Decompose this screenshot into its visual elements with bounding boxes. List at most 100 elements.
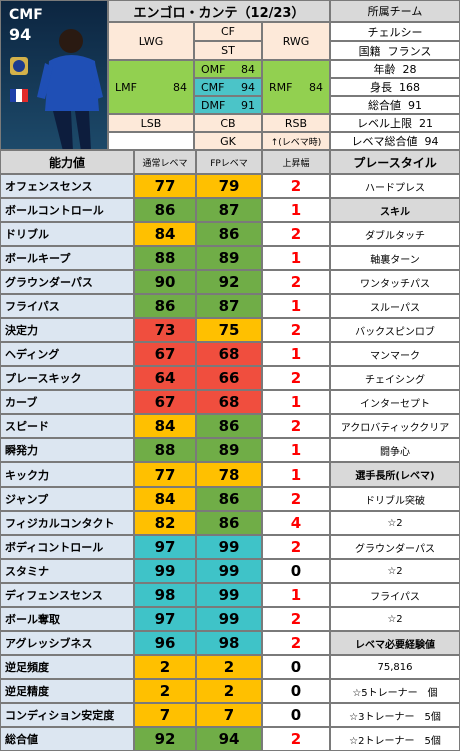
header-playstyle: プレースタイル <box>330 150 460 174</box>
playstyle-cell: ☆2トレーナー 5個 <box>330 727 460 751</box>
playstyle-cell: ドリブル突破 <box>330 487 460 511</box>
stat-fp-max: 75 <box>196 318 262 342</box>
stat-fp-max: 99 <box>196 535 262 559</box>
playstyle-cell: チェイシング <box>330 366 460 390</box>
level-cap: レベル上限 21 <box>330 114 460 132</box>
stat-fp-max: 99 <box>196 583 262 607</box>
header-fp-max: FPレベマ <box>196 150 262 174</box>
level-cap-label: レベル上限 <box>357 117 412 130</box>
max-overall-label: レベマ総合値 <box>351 135 418 148</box>
playstyle-cell: 軸裏ターン <box>330 246 460 270</box>
stat-fp-max: 92 <box>196 270 262 294</box>
stat-fp-max: 86 <box>196 222 262 246</box>
stat-fp-max: 86 <box>196 414 262 438</box>
player-card: CMF 94 <box>0 0 108 150</box>
stat-name: ボール奪取 <box>0 607 134 631</box>
height: 身長 168 <box>330 78 460 96</box>
nationality-label: 国籍 <box>358 44 381 58</box>
stat-name: ボディコントロール <box>0 535 134 559</box>
stat-normal-max: 64 <box>134 366 196 390</box>
playstyle-cell: マンマーク <box>330 342 460 366</box>
header-ability: 能力値 <box>0 150 134 174</box>
pos-omf: OMF 84 <box>194 60 262 78</box>
playstyle-cell: スキル <box>330 198 460 222</box>
overall-value: 91 <box>408 98 422 112</box>
stat-rise: 1 <box>262 198 330 222</box>
team-value: チェルシー <box>330 22 460 41</box>
stat-normal-max: 82 <box>134 511 196 535</box>
stat-name: キック力 <box>0 462 134 487</box>
pos-lwg: LWG <box>108 22 194 60</box>
stat-name: 瞬発力 <box>0 438 134 462</box>
playstyle-cell: ☆5トレーナー 個 <box>330 679 460 703</box>
stat-normal-max: 84 <box>134 222 196 246</box>
playstyle-cell: フライパス <box>330 583 460 607</box>
playstyle-cell: スルーパス <box>330 294 460 318</box>
stat-name: ボールコントロール <box>0 198 134 222</box>
playstyle-cell: 75,816 <box>330 655 460 679</box>
stat-fp-max: 94 <box>196 727 262 751</box>
pos-rmf-label: RMF <box>269 80 293 94</box>
pos-dmf-label: DMF <box>201 98 226 112</box>
stat-name: ボールキープ <box>0 246 134 270</box>
playstyle-cell: ワンタッチパス <box>330 270 460 294</box>
pos-st: ST <box>194 41 262 60</box>
playstyle-cell: 闘争心 <box>330 438 460 462</box>
max-overall-value: 94 <box>424 134 439 148</box>
pos-lsb: LSB <box>108 114 194 132</box>
team-label: 所属チーム <box>330 0 460 22</box>
stat-normal-max: 7 <box>134 703 196 727</box>
stat-name: カーブ <box>0 390 134 414</box>
playstyle-cell: ☆2 <box>330 511 460 535</box>
stat-name: ヘディング <box>0 342 134 366</box>
card-rating: 94 <box>9 25 32 44</box>
pos-omf-label: OMF <box>201 62 226 76</box>
stat-rise: 0 <box>262 679 330 703</box>
stat-fp-max: 68 <box>196 390 262 414</box>
stat-rise: 0 <box>262 559 330 583</box>
pos-rmf-value: 84 <box>309 80 323 94</box>
height-value: 168 <box>399 80 420 94</box>
at-max-note: ↑(レベマ時) <box>262 132 330 150</box>
stat-rise: 1 <box>262 462 330 487</box>
stat-rise: 1 <box>262 294 330 318</box>
stat-name: プレースキック <box>0 366 134 390</box>
pos-lmf: LMF 84 <box>108 60 194 114</box>
playstyle-cell: グラウンダーパス <box>330 535 460 559</box>
stat-rise: 0 <box>262 703 330 727</box>
pos-cmf-label: CMF <box>201 80 225 94</box>
stat-normal-max: 92 <box>134 727 196 751</box>
pos-cb: CB <box>194 114 262 132</box>
stat-fp-max: 99 <box>196 607 262 631</box>
stat-normal-max: 88 <box>134 438 196 462</box>
stat-name: 決定力 <box>0 318 134 342</box>
overall-label: 総合値 <box>368 99 401 112</box>
stat-rise: 2 <box>262 366 330 390</box>
stat-rise: 2 <box>262 270 330 294</box>
stat-rise: 2 <box>262 174 330 198</box>
pos-cmf: CMF 94 <box>194 78 262 96</box>
stat-name: 逆足頻度 <box>0 655 134 679</box>
stat-fp-max: 2 <box>196 679 262 703</box>
age: 年齢 28 <box>330 60 460 78</box>
stat-fp-max: 66 <box>196 366 262 390</box>
playstyle-cell: 選手長所(レベマ) <box>330 462 460 487</box>
stat-rise: 1 <box>262 342 330 366</box>
nationality: 国籍 フランス <box>330 41 460 60</box>
stat-rise: 1 <box>262 246 330 270</box>
stat-name: フィジカルコンタクト <box>0 511 134 535</box>
pos-gk: GK <box>194 132 262 150</box>
stat-name: 逆足精度 <box>0 679 134 703</box>
stat-name: フライパス <box>0 294 134 318</box>
stat-fp-max: 98 <box>196 631 262 655</box>
pos-dmf: DMF 91 <box>194 96 262 114</box>
stat-normal-max: 73 <box>134 318 196 342</box>
stat-name: スタミナ <box>0 559 134 583</box>
stat-normal-max: 67 <box>134 342 196 366</box>
level-cap-value: 21 <box>419 116 433 130</box>
stat-fp-max: 87 <box>196 294 262 318</box>
stat-rise: 0 <box>262 655 330 679</box>
stat-name: オフェンスセンス <box>0 174 134 198</box>
stat-normal-max: 98 <box>134 583 196 607</box>
